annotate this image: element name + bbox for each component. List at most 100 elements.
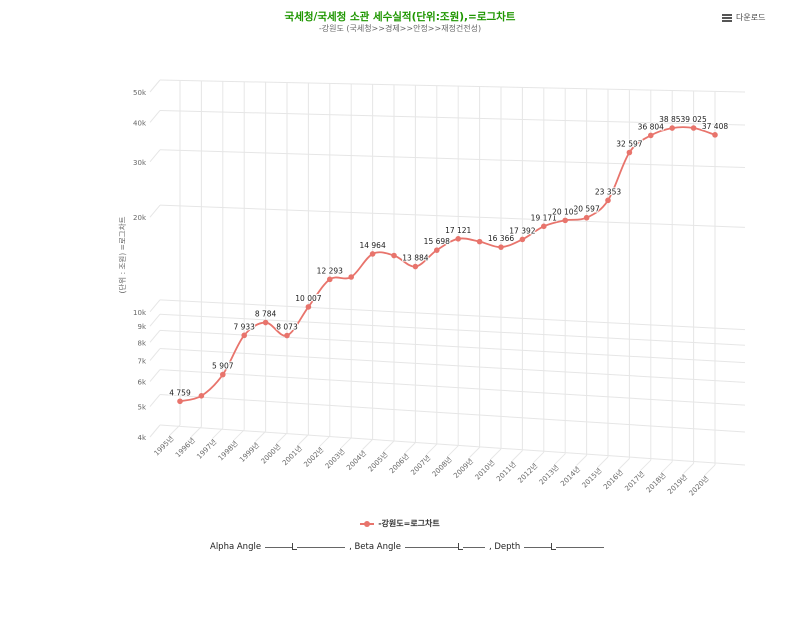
alpha-angle-slider[interactable] <box>265 542 346 552</box>
data-label: 7 933 <box>233 322 255 331</box>
x-tick-label: 2012년 <box>516 461 540 485</box>
gridline-side <box>149 204 161 218</box>
data-label: 16 366 <box>488 234 514 243</box>
gridline-floor <box>533 451 545 463</box>
download-button[interactable]: 다운로드 <box>722 12 765 23</box>
x-tick-label: 2005년 <box>366 450 390 474</box>
data-point <box>541 223 547 230</box>
data-point <box>177 398 183 405</box>
y-tick-label: 5k <box>137 404 146 412</box>
chart-subtitle: -강원도 (국세청>>경제>>안정>>재정건전성) <box>318 24 482 33</box>
alpha-angle-label: Alpha Angle <box>210 542 262 552</box>
gridline-floor <box>298 434 309 445</box>
data-label: 17 121 <box>445 226 471 235</box>
x-tick-label: 2000년 <box>259 442 283 466</box>
x-tick-label: 2019년 <box>665 472 689 496</box>
gridline-floor <box>169 424 181 436</box>
x-tick-label: 2006년 <box>387 452 411 476</box>
x-tick-label: 2002년 <box>302 445 326 469</box>
depth-slider-thumb[interactable] <box>550 543 556 550</box>
data-point <box>241 332 247 339</box>
data-point <box>348 274 355 280</box>
beta-slider-thumb[interactable] <box>458 543 464 550</box>
gridline-side <box>149 369 161 382</box>
gridline-floor <box>255 431 266 442</box>
gridline-floor <box>554 453 566 465</box>
gridline-floor <box>319 435 331 447</box>
legend-item-label: -강원도=로그차트 <box>378 519 440 528</box>
gridline-horizontal <box>159 79 746 93</box>
y-tick-label: 20k <box>133 214 147 222</box>
data-point <box>391 252 397 259</box>
chart-grid <box>149 79 746 476</box>
data-label: 12 293 <box>317 266 343 275</box>
beta-angle-label: , Beta Angle <box>349 542 401 552</box>
x-tick-label: 2010년 <box>473 458 497 482</box>
data-label: 38 850 <box>659 115 685 124</box>
data-point <box>455 236 462 242</box>
y-tick-label: 30k <box>133 159 147 167</box>
gridline-horizontal <box>159 109 746 126</box>
gridline-horizontal <box>159 369 746 406</box>
gridline-floor <box>512 450 523 461</box>
gridline-horizontal <box>159 204 746 228</box>
data-label: 23 353 <box>595 187 621 196</box>
y-axis-title: (단위 : 조원) =로그차트 <box>117 216 127 293</box>
y-tick-label: 6k <box>137 379 146 387</box>
gridline-side <box>149 299 161 313</box>
beta-angle-slider[interactable] <box>404 542 485 552</box>
gridline-floor <box>405 442 416 453</box>
data-label: 15 698 <box>424 237 450 246</box>
series-line-group <box>177 125 718 405</box>
gridline-floor <box>340 437 352 449</box>
gridline-horizontal <box>159 424 746 466</box>
y-tick-label: 50k <box>133 89 147 97</box>
download-label: 다운로드 <box>736 13 766 22</box>
data-point <box>669 125 675 131</box>
chart-title: 국세청/국세청 소관 세수실적(단위:조원),=로그차트 <box>284 11 516 23</box>
gridline-side <box>149 79 161 93</box>
y-tick-label: 10k <box>133 309 147 317</box>
data-point <box>220 371 226 378</box>
y-tick-label: 9k <box>137 323 146 331</box>
gridline-horizontal <box>159 299 746 331</box>
x-tick-label: 2017년 <box>623 469 647 493</box>
gridline-floor <box>619 458 630 469</box>
x-tick-label: 2008년 <box>430 455 454 479</box>
x-tick-label: 2004년 <box>344 448 368 472</box>
series-line <box>179 126 716 403</box>
data-point <box>198 393 205 399</box>
data-point <box>562 217 568 224</box>
x-tick-label: 2018년 <box>644 471 668 495</box>
x-tick-label: 2013년 <box>537 463 561 487</box>
data-label: 19 171 <box>531 213 557 222</box>
data-point <box>412 263 419 270</box>
gridline-floor <box>683 463 694 474</box>
depth-slider[interactable] <box>524 542 605 552</box>
data-point <box>434 247 440 253</box>
x-tick-label: 1997년 <box>195 437 219 461</box>
depth-label: , Depth <box>488 542 521 552</box>
data-label: 17 392 <box>509 226 535 235</box>
gridline-side <box>149 149 161 163</box>
gridline-horizontal <box>159 394 746 433</box>
data-point <box>498 244 504 250</box>
data-point <box>369 251 376 257</box>
alpha-slider-thumb[interactable] <box>291 543 297 550</box>
data-point <box>519 236 526 243</box>
x-tick-label: 2007년 <box>409 453 433 477</box>
data-point <box>605 197 611 204</box>
x-tick-label: 1996년 <box>173 436 197 460</box>
data-label: 10 007 <box>295 294 321 303</box>
gridline-side <box>149 424 161 438</box>
angle-controls: Alpha Angle , Beta Angle , Depth <box>210 542 605 552</box>
legend[interactable]: -강원도=로그차트 <box>0 518 800 529</box>
gridline-floor <box>469 447 480 458</box>
gridline-side <box>149 394 161 407</box>
gridline-floor <box>447 445 459 457</box>
x-tick-label: 1995년 <box>152 434 176 458</box>
data-point <box>690 125 697 131</box>
x-tick-label: 2016년 <box>601 468 625 492</box>
